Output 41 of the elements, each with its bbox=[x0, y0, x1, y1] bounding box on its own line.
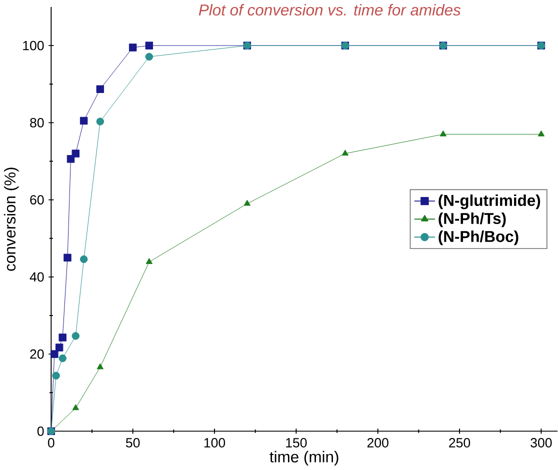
point bbox=[55, 344, 64, 352]
point bbox=[244, 200, 251, 206]
x-tick-label: 0 bbox=[48, 438, 54, 448]
legend-label: (N-Ph/Ts) bbox=[438, 212, 506, 228]
point bbox=[72, 404, 80, 410]
point bbox=[128, 44, 137, 52]
point bbox=[72, 150, 80, 158]
x-axis-title: time (min) bbox=[270, 451, 338, 466]
legend-label: (N-glutrimide) bbox=[438, 194, 540, 210]
y-axis-title: conversion (%) bbox=[4, 168, 19, 272]
y-tick-label: 80 bbox=[30, 118, 44, 128]
point bbox=[145, 53, 154, 61]
y-tick-label: 20 bbox=[30, 350, 44, 359]
y-tick-label: 40 bbox=[30, 272, 44, 282]
point bbox=[80, 256, 88, 264]
y-tick-label: 100 bbox=[23, 41, 44, 50]
x-tick-label: 50 bbox=[126, 438, 140, 448]
point bbox=[96, 85, 104, 94]
x-tick-label: 150 bbox=[286, 438, 307, 448]
x-tick-label: 300 bbox=[530, 438, 552, 448]
point bbox=[58, 334, 66, 342]
point bbox=[146, 258, 153, 264]
point bbox=[72, 332, 80, 340]
x-tick-label: 250 bbox=[449, 438, 470, 448]
x-tick-label: 100 bbox=[204, 438, 226, 448]
y-tick-label: 60 bbox=[30, 195, 44, 205]
point bbox=[52, 372, 60, 380]
point bbox=[58, 354, 66, 362]
x-tick-label: 200 bbox=[367, 438, 388, 448]
point bbox=[96, 118, 104, 126]
point bbox=[80, 117, 88, 125]
y-tick-label: 0 bbox=[37, 426, 44, 436]
point bbox=[342, 150, 349, 156]
chart-title: Plot of conversion vs. time for amides bbox=[198, 4, 461, 16]
point bbox=[64, 254, 72, 262]
point bbox=[145, 42, 154, 50]
point bbox=[440, 130, 447, 137]
legend-label: (N-Ph/Boc) bbox=[438, 230, 518, 246]
point bbox=[538, 130, 545, 137]
point bbox=[96, 364, 104, 370]
point bbox=[50, 350, 58, 358]
